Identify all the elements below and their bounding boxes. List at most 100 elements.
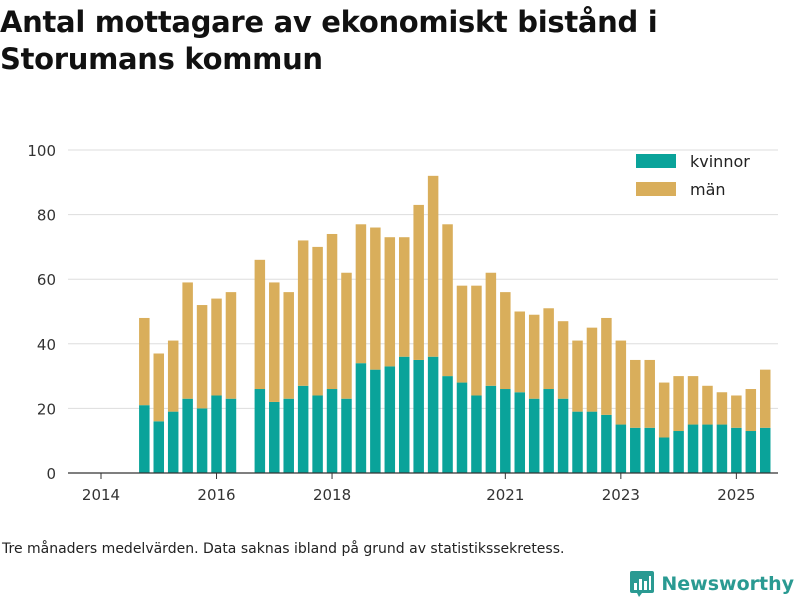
bar-kvinnor-4 bbox=[153, 421, 165, 473]
bar-man-46 bbox=[759, 369, 771, 428]
bar-man-19 bbox=[370, 227, 381, 370]
bar-kvinnor-8 bbox=[211, 395, 222, 473]
bar-man-4 bbox=[153, 353, 165, 422]
y-tick-label-0: 0 bbox=[46, 465, 56, 483]
bar-man-3 bbox=[139, 317, 150, 406]
footnote: Tre månaders medelvärden. Data saknas ib… bbox=[2, 541, 565, 557]
bar-kvinnor-44 bbox=[731, 427, 742, 473]
legend-label-kvinnor: kvinnor bbox=[690, 152, 750, 171]
bar-kvinnor-42 bbox=[702, 424, 713, 473]
bar-man-33 bbox=[572, 340, 583, 412]
bar-kvinnor-6 bbox=[182, 398, 193, 473]
bar-man-38 bbox=[644, 359, 655, 428]
bar-man-22 bbox=[413, 204, 424, 360]
bar-man-24 bbox=[442, 224, 453, 377]
x-tick-label-2021: 2021 bbox=[486, 486, 524, 504]
bar-man-41 bbox=[687, 376, 699, 425]
bar-kvinnor-19 bbox=[370, 369, 381, 473]
bar-kvinnor-33 bbox=[572, 411, 583, 473]
bar-kvinnor-26 bbox=[471, 395, 482, 473]
bar-man-16 bbox=[326, 233, 338, 390]
bar-man-29 bbox=[514, 311, 526, 393]
bar-kvinnor-40 bbox=[673, 431, 684, 473]
bar-kvinnor-13 bbox=[283, 398, 294, 473]
bar-kvinnor-24 bbox=[442, 376, 453, 473]
legend-swatch-kvinnor bbox=[636, 154, 676, 168]
bar-man-21 bbox=[398, 237, 410, 357]
bar-man-17 bbox=[341, 272, 352, 399]
brand-logo[interactable]: Newsworthy bbox=[629, 568, 794, 600]
bar-man-27 bbox=[485, 272, 497, 386]
bar-man-42 bbox=[702, 385, 713, 425]
bar-man-35 bbox=[601, 317, 612, 415]
x-tick-label-2018: 2018 bbox=[313, 486, 351, 504]
bar-kvinnor-41 bbox=[687, 424, 699, 473]
bar-kvinnor-31 bbox=[543, 389, 554, 473]
bar-man-8 bbox=[211, 298, 222, 396]
bar-kvinnor-5 bbox=[167, 411, 179, 473]
bar-kvinnor-34 bbox=[586, 411, 598, 473]
x-tick-label-2025: 2025 bbox=[717, 486, 755, 504]
bar-kvinnor-32 bbox=[557, 398, 569, 473]
bar-man-18 bbox=[355, 224, 367, 364]
y-tick-label-20: 20 bbox=[37, 400, 56, 418]
bar-kvinnor-25 bbox=[456, 382, 468, 473]
brand-name: Newsworthy bbox=[661, 573, 794, 595]
bar-man-26 bbox=[471, 285, 482, 396]
y-tick-label-60: 60 bbox=[37, 271, 56, 289]
bar-kvinnor-21 bbox=[398, 356, 410, 473]
bar-man-43 bbox=[716, 392, 728, 425]
y-tick-label-100: 100 bbox=[27, 142, 56, 160]
y-tick-label-80: 80 bbox=[37, 207, 56, 225]
bar-man-23 bbox=[427, 175, 439, 357]
x-tick-label-2016: 2016 bbox=[197, 486, 235, 504]
bar-man-13 bbox=[283, 292, 294, 399]
bar-man-5 bbox=[167, 340, 179, 412]
bar-man-34 bbox=[586, 327, 598, 412]
bar-man-9 bbox=[225, 292, 237, 399]
bar-man-6 bbox=[182, 282, 193, 399]
bar-man-12 bbox=[269, 282, 280, 402]
bar-kvinnor-15 bbox=[312, 395, 323, 473]
bar-man-37 bbox=[630, 359, 641, 428]
bar-man-15 bbox=[312, 246, 323, 396]
bar-kvinnor-43 bbox=[716, 424, 728, 473]
stacked-bar-chart: 0 20 40 60 80 100 2014 2016 2018 2021 2023 2025 kv… bbox=[27, 142, 778, 504]
bar-man-7 bbox=[196, 305, 208, 409]
chart-title: Antal mottagare av ekonomiskt bistånd i … bbox=[0, 5, 658, 76]
bar-man-11 bbox=[254, 259, 266, 390]
newsworthy-logo-icon bbox=[630, 571, 655, 597]
bar-kvinnor-45 bbox=[745, 431, 757, 473]
legend: kvinnor män bbox=[636, 152, 750, 199]
bar-man-31 bbox=[543, 308, 554, 390]
bar-kvinnor-18 bbox=[355, 363, 367, 473]
bar-man-36 bbox=[615, 340, 627, 425]
y-axis-tick-labels: 0 20 40 60 80 100 bbox=[27, 142, 56, 483]
bar-man-28 bbox=[500, 292, 511, 390]
x-axis-ticks: 2014 2016 2018 2021 2023 2025 bbox=[82, 473, 755, 504]
bar-kvinnor-30 bbox=[528, 398, 540, 473]
bars bbox=[139, 175, 771, 473]
bar-kvinnor-20 bbox=[384, 366, 396, 473]
bar-kvinnor-46 bbox=[759, 427, 771, 473]
bar-man-32 bbox=[557, 321, 569, 399]
bar-kvinnor-37 bbox=[630, 427, 641, 473]
bar-kvinnor-12 bbox=[269, 401, 280, 473]
bar-kvinnor-16 bbox=[326, 389, 338, 473]
bar-kvinnor-22 bbox=[413, 359, 424, 473]
bar-man-14 bbox=[297, 240, 309, 386]
bar-kvinnor-3 bbox=[139, 405, 150, 473]
bar-kvinnor-35 bbox=[601, 414, 612, 473]
bar-man-44 bbox=[731, 395, 742, 428]
bar-kvinnor-9 bbox=[225, 398, 237, 473]
bar-man-20 bbox=[384, 237, 396, 367]
bar-kvinnor-29 bbox=[514, 392, 526, 473]
bar-kvinnor-11 bbox=[254, 389, 266, 473]
x-tick-label-2023: 2023 bbox=[602, 486, 640, 504]
bar-kvinnor-38 bbox=[644, 427, 655, 473]
bar-kvinnor-17 bbox=[341, 398, 352, 473]
bar-man-39 bbox=[658, 382, 670, 438]
x-tick-label-2014: 2014 bbox=[82, 486, 120, 504]
bar-man-40 bbox=[673, 376, 684, 432]
bar-kvinnor-27 bbox=[485, 385, 497, 473]
